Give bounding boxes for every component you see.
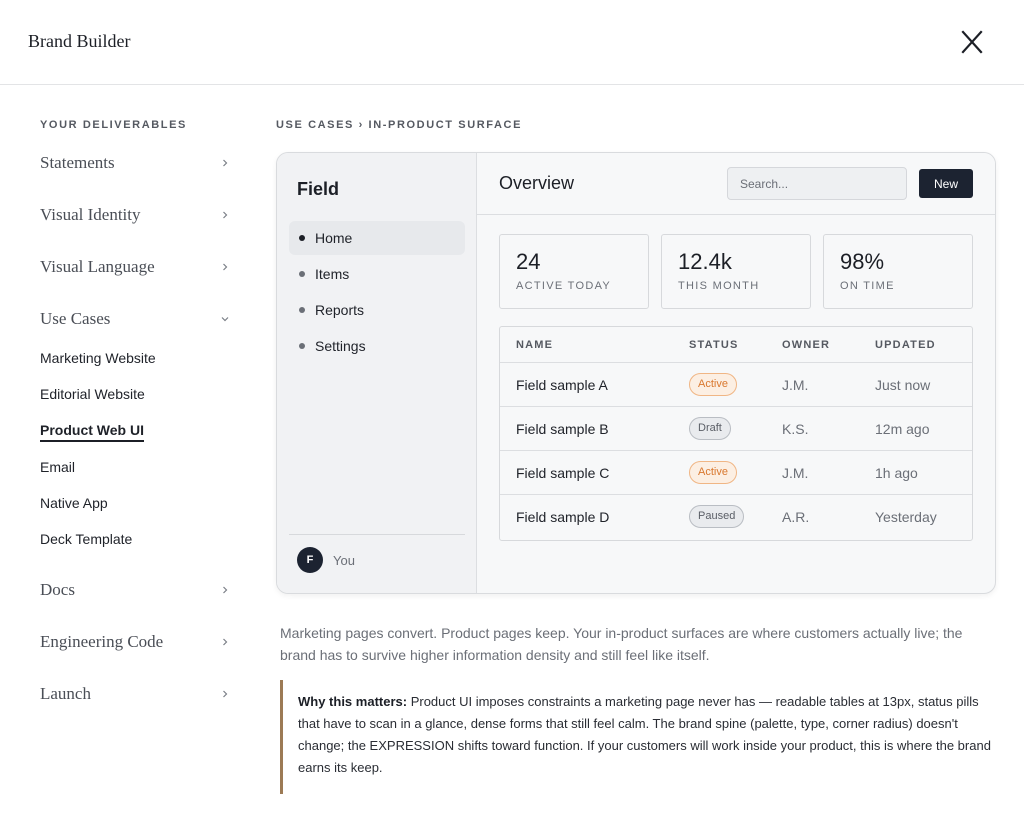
stat-label: ON TIME — [840, 280, 895, 292]
callout-body: Product UI imposes constraints a marketi… — [298, 694, 991, 775]
sidebar-section-launch[interactable]: Launch — [40, 682, 230, 706]
cell-owner: A.R. — [782, 509, 810, 525]
chevron-right-icon — [223, 690, 228, 698]
cell-owner: J.M. — [782, 465, 809, 481]
status-badge: Active — [689, 373, 737, 396]
cell-name: Field sample A — [516, 377, 608, 393]
stat-label: THIS MONTH — [678, 280, 760, 292]
status-badge: Draft — [689, 417, 731, 440]
bullet-icon — [299, 235, 305, 241]
mockup-nav-items[interactable]: Items — [289, 257, 465, 291]
stat-card-on-time: 98% ON TIME — [823, 234, 973, 309]
sidebar-section-use-cases[interactable]: Use Cases — [40, 307, 230, 331]
cell-name: Field sample C — [516, 465, 610, 481]
column-header-updated[interactable]: UPDATED — [875, 339, 936, 351]
mockup-nav-home[interactable]: Home — [289, 221, 465, 255]
cell-updated: 12m ago — [875, 421, 930, 437]
mockup-user-name: You — [333, 552, 355, 568]
cell-name: Field sample D — [516, 509, 610, 525]
avatar: F — [297, 547, 323, 573]
chevron-right-icon — [223, 263, 228, 271]
breadcrumb: USE CASES › IN-PRODUCT SURFACE — [276, 119, 523, 131]
why-this-matters-callout: Why this matters: Product UI imposes con… — [280, 680, 1000, 794]
mockup-brand: Field — [297, 179, 340, 199]
sidebar-section-visual-identity[interactable]: Visual Identity — [40, 203, 230, 227]
column-header-name[interactable]: NAME — [516, 339, 554, 351]
bullet-icon — [299, 271, 305, 277]
bullet-icon — [299, 343, 305, 349]
mockup-nav-label: Items — [315, 266, 350, 282]
mockup-search-input[interactable] — [727, 167, 907, 200]
sidebar-item-marketing-website[interactable]: Marketing Website — [40, 350, 156, 366]
stat-value: 24 — [516, 249, 541, 274]
chevron-right-icon — [223, 638, 228, 646]
mockup-divider — [289, 534, 465, 535]
sidebar-item-email[interactable]: Email — [40, 459, 76, 475]
sidebar-section-engineering-code[interactable]: Engineering Code — [40, 630, 230, 654]
sidebar-section-label: Docs — [40, 580, 75, 599]
callout-lead: Why this matters: — [298, 694, 408, 709]
table-row[interactable]: Field sample C Active J.M. 1h ago — [500, 451, 972, 495]
table-row[interactable]: Field sample A Active J.M. Just now — [500, 363, 972, 407]
status-badge: Active — [689, 461, 737, 484]
stat-value: 98% — [840, 249, 885, 274]
close-icon — [961, 30, 983, 54]
sidebar-section-label: Engineering Code — [40, 632, 164, 651]
bullet-icon — [299, 307, 305, 313]
sidebar-section-label: Statements — [40, 153, 115, 172]
chevron-right-icon — [223, 159, 228, 167]
mockup-sidebar: Field Home Items Reports Settings F You — [277, 153, 477, 593]
mockup-table: NAME STATUS OWNER UPDATED Field sample A… — [499, 326, 973, 541]
deliverables-sidebar: YOUR DELIVERABLES Statements Visual Iden… — [0, 86, 250, 833]
close-button[interactable] — [956, 26, 988, 58]
stat-value: 12.4k — [678, 249, 732, 274]
mockup-new-button[interactable]: New — [919, 169, 973, 198]
cell-updated: 1h ago — [875, 465, 918, 481]
mockup-nav-settings[interactable]: Settings — [289, 329, 465, 363]
mockup-nav-label: Reports — [315, 302, 365, 318]
column-header-owner[interactable]: OWNER — [782, 339, 831, 351]
sidebar-heading: YOUR DELIVERABLES — [40, 119, 187, 131]
sidebar-item-editorial-website[interactable]: Editorial Website — [40, 386, 145, 402]
column-header-status[interactable]: STATUS — [689, 339, 739, 351]
status-badge: Paused — [689, 505, 745, 528]
sidebar-section-label: Launch — [40, 684, 91, 703]
stat-label: ACTIVE TODAY — [516, 280, 612, 292]
cell-owner: K.S. — [782, 421, 809, 437]
table-row[interactable]: Field sample D Paused A.R. Yesterday — [500, 495, 972, 539]
cell-name: Field sample B — [516, 421, 609, 437]
app-title: Brand Builder — [28, 31, 131, 51]
sidebar-section-label: Use Cases — [40, 309, 111, 328]
sidebar-item-product-web-ui[interactable]: Product Web UI — [40, 421, 144, 442]
sidebar-section-label: Visual Identity — [40, 205, 141, 224]
sidebar-section-docs[interactable]: Docs — [40, 578, 230, 602]
app-header: Brand Builder — [0, 0, 1024, 85]
mockup-nav-label: Home — [315, 230, 353, 246]
table-row[interactable]: Field sample B Draft K.S. 12m ago — [500, 407, 972, 451]
stat-card-this-month: 12.4k THIS MONTH — [661, 234, 811, 309]
chevron-right-icon — [223, 586, 228, 594]
table-header: NAME STATUS OWNER UPDATED — [500, 327, 972, 363]
mockup-nav-reports[interactable]: Reports — [289, 293, 465, 327]
mockup-topbar: Overview New — [477, 153, 995, 215]
mockup-page-title: Overview — [499, 173, 575, 193]
sidebar-item-deck-template[interactable]: Deck Template — [40, 531, 133, 547]
cell-owner: J.M. — [782, 377, 809, 393]
cell-updated: Just now — [875, 377, 931, 393]
stat-card-active-today: 24 ACTIVE TODAY — [499, 234, 649, 309]
chevron-right-icon — [223, 211, 228, 219]
sidebar-section-label: Visual Language — [40, 257, 155, 276]
chevron-down-icon — [221, 317, 229, 322]
sidebar-section-visual-language[interactable]: Visual Language — [40, 255, 230, 279]
sidebar-item-native-app[interactable]: Native App — [40, 495, 108, 511]
cell-updated: Yesterday — [875, 509, 937, 525]
mockup-nav-label: Settings — [315, 338, 366, 354]
product-ui-mockup: Field Home Items Reports Settings F You … — [276, 152, 996, 594]
mockup-main: Overview New 24 ACTIVE TODAY 12.4k THIS … — [477, 153, 995, 593]
mockup-user[interactable]: F You — [297, 547, 355, 573]
intro-paragraph: Marketing pages convert. Product pages k… — [280, 625, 963, 663]
sidebar-section-statements[interactable]: Statements — [40, 151, 230, 175]
